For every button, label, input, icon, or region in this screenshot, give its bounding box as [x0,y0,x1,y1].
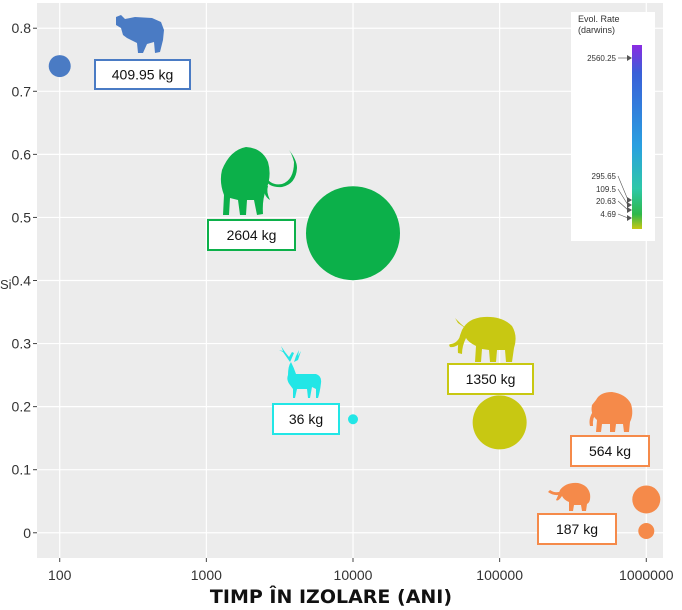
x-tick-label: 100 [48,567,72,583]
y-axis-label: Si [0,277,12,292]
data-point-pygmy-elephant [638,523,655,540]
y-tick-label: 0.2 [12,399,32,415]
data-point-deer [348,414,359,425]
elephant-icon [449,316,516,362]
y-tick-label: 0.4 [12,273,32,289]
legend-arrow [627,55,632,61]
legend: Evol. Rate (darwins) 2560.25 295.65 109.5 2… [571,12,655,241]
pygmy-elephant-icon [548,482,591,511]
y-tick-label: 0.3 [12,336,32,352]
legend-background [571,12,655,241]
y-tick-label: 0.5 [12,209,32,225]
legend-tick-label: 2560.25 [587,54,616,63]
legend-title: Evol. Rate (darwins) [578,14,622,35]
data-point-bison [48,55,71,78]
woolly-mammoth-icon [220,147,297,215]
mass-label: 2604 kg [227,227,277,243]
x-tick-label: 100000 [476,567,523,583]
small-mammoth-icon [589,392,633,432]
y-tick-label: 0.1 [12,462,32,478]
mass-label-box [537,513,617,545]
mass-label-box [447,363,534,395]
legend-colorbar [632,45,642,229]
y-tick-label: 0.7 [12,83,32,99]
legend-leader [617,188,629,206]
deer-icon [279,346,322,398]
legend-arrow [627,215,632,221]
y-axis: 0 0.1 0.2 0.3 0.4 0.5 0.6 0.7 0.8 [12,20,37,541]
x-tick-label: 1000000 [619,567,674,583]
x-tick-label: 1000 [191,567,222,583]
mass-label-box [207,219,296,251]
data-point-elephant [472,395,527,450]
legend-leader [617,200,629,211]
legend-tick-label: 109.5 [596,185,617,194]
legend-tick-label: 4.69 [600,210,616,219]
y-tick-label: 0.6 [12,146,32,162]
mass-label: 564 kg [589,443,631,459]
mass-label: 187 kg [556,521,598,537]
legend-leader [617,175,629,201]
legend-arrow [627,197,632,203]
mass-label-box [272,403,340,435]
data-points: 409.95 kg 2604 kg 36 kg 1350 kg 564 kg 187 kg [48,55,661,545]
data-point-mammoth [306,186,401,281]
mass-label: 36 kg [289,411,323,427]
legend-tick-label: 295.65 [592,172,617,181]
mass-label: 1350 kg [466,371,516,387]
mass-label-box [94,59,191,90]
y-tick-label: 0.8 [12,20,32,36]
x-axis: 100 1000 10000 100000 1000000 [48,558,674,583]
bison-icon [116,15,164,53]
legend-tick-label: 20.63 [596,197,617,206]
x-axis-label: TIMP ÎN IZOLARE (ANI) [210,585,452,608]
mass-label-box [570,435,650,467]
legend-arrow [627,207,632,213]
data-point-small-mammoth [632,485,661,514]
x-tick-label: 10000 [334,567,373,583]
mass-label: 409.95 kg [112,67,174,83]
legend-arrow [627,202,632,208]
y-tick-label: 0 [23,525,31,541]
legend-leader [617,213,629,219]
